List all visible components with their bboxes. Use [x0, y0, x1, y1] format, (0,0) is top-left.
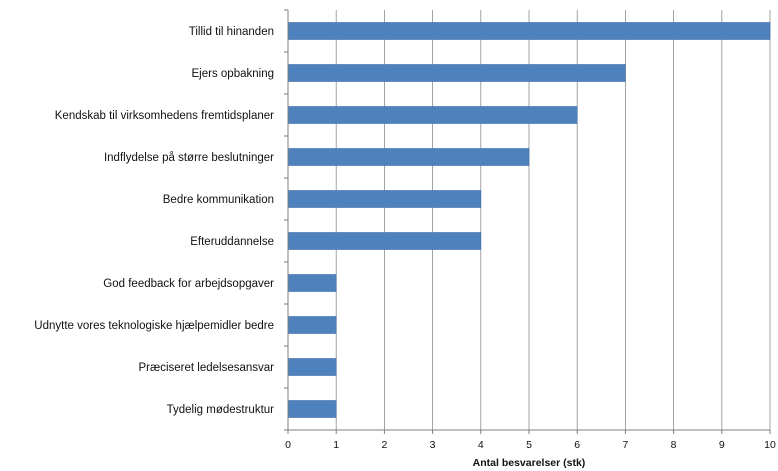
bar [287, 106, 578, 124]
bar [287, 316, 337, 334]
category-label: Tillid til hinanden [189, 26, 274, 38]
x-tick-label: 6 [574, 439, 580, 451]
category-label: Udnytte vores teknologiske hjælpemidler … [34, 320, 274, 332]
x-tick-label: 1 [333, 439, 339, 451]
axes [284, 9, 771, 434]
category-label: God feedback for arbejdsopgaver [103, 278, 274, 290]
bar [287, 148, 530, 166]
category-label: Præciseret ledelsesansvar [138, 362, 274, 374]
category-label: Kendskab til virksomhedens fremtidsplane… [55, 110, 274, 122]
x-tick-label: 4 [478, 439, 484, 451]
category-label: Ejers opbakning [192, 68, 274, 80]
bar [287, 190, 482, 208]
category-label: Indflydelse på større beslutninger [104, 152, 274, 164]
x-tick-label: 9 [719, 439, 725, 451]
bar [287, 64, 626, 82]
bar [287, 358, 337, 376]
bar [287, 22, 771, 40]
bars [287, 22, 771, 418]
x-axis-title: Antal besvarelser (stk) [473, 457, 586, 469]
bar [287, 274, 337, 292]
x-tick-labels: 0 1 2 3 4 5 6 7 8 9 10 [285, 439, 776, 451]
x-tick-label: 7 [622, 439, 628, 451]
x-tick-label: 8 [671, 439, 677, 451]
category-labels: Tillid til hinanden Ejers opbakning Kendsk… [34, 26, 274, 416]
x-tick-label: 2 [381, 439, 387, 451]
x-tick-label: 10 [764, 439, 776, 451]
bar [287, 232, 482, 250]
category-label: Tydelig mødestruktur [167, 404, 275, 416]
category-label: Efteruddannelse [190, 236, 274, 248]
category-label: Bedre kommunikation [163, 194, 274, 206]
bar [287, 400, 337, 418]
x-tick-label: 0 [285, 439, 291, 451]
x-tick-label: 3 [430, 439, 436, 451]
x-tick-label: 5 [526, 439, 532, 451]
